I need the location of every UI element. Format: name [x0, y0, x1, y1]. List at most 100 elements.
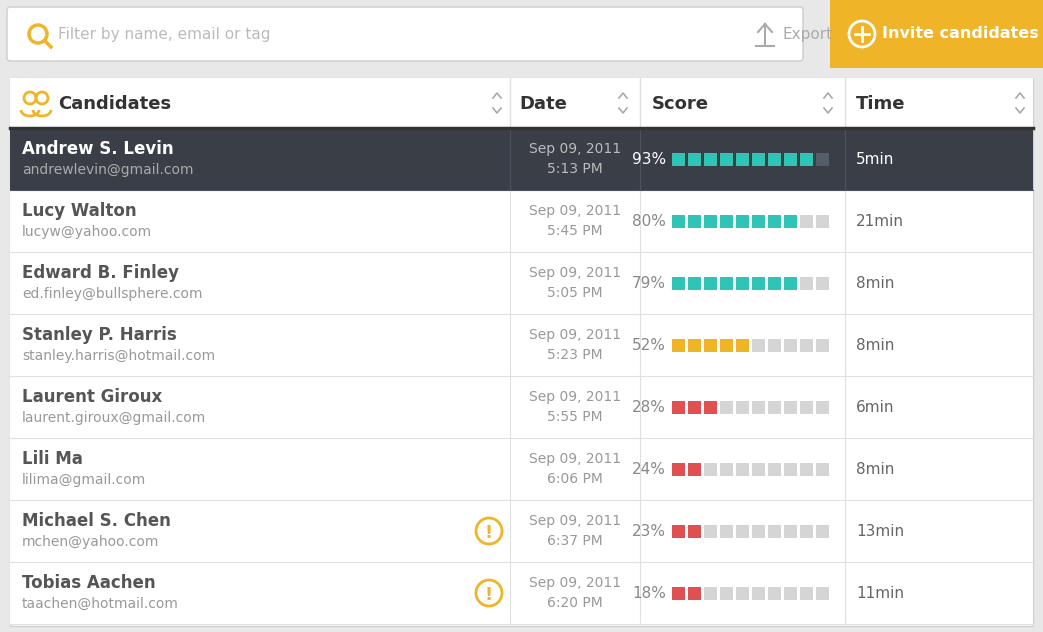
Bar: [800, 339, 812, 351]
Bar: [720, 586, 733, 600]
Text: 93%: 93%: [632, 152, 666, 166]
Bar: [688, 277, 701, 289]
Bar: [736, 525, 749, 537]
Text: Time: Time: [856, 95, 905, 113]
Text: Candidates: Candidates: [58, 95, 171, 113]
Text: Sep 09, 2011
5:55 PM: Sep 09, 2011 5:55 PM: [529, 390, 621, 424]
Bar: [768, 152, 781, 166]
Text: lilima@gmail.com: lilima@gmail.com: [22, 473, 146, 487]
Bar: [704, 463, 717, 475]
Bar: [10, 78, 1033, 626]
Bar: [688, 214, 701, 228]
Bar: [800, 277, 812, 289]
Bar: [752, 463, 765, 475]
Text: Lili Ma: Lili Ma: [22, 450, 82, 468]
Bar: [688, 463, 701, 475]
Bar: [736, 463, 749, 475]
Bar: [768, 525, 781, 537]
Text: Sep 09, 2011
6:37 PM: Sep 09, 2011 6:37 PM: [529, 514, 621, 549]
Text: 21min: 21min: [856, 214, 904, 229]
Text: 11min: 11min: [856, 585, 904, 600]
Bar: [800, 586, 812, 600]
Bar: [10, 376, 1033, 438]
Text: 6min: 6min: [856, 399, 895, 415]
Bar: [672, 463, 685, 475]
Text: 8min: 8min: [856, 337, 895, 353]
Bar: [800, 214, 812, 228]
Bar: [10, 500, 1033, 562]
Bar: [816, 277, 829, 289]
Bar: [752, 277, 765, 289]
Bar: [672, 277, 685, 289]
Bar: [784, 586, 797, 600]
Bar: [752, 339, 765, 351]
Bar: [816, 152, 829, 166]
Bar: [800, 401, 812, 413]
Text: Score: Score: [652, 95, 709, 113]
Bar: [704, 339, 717, 351]
Text: Sep 09, 2011
6:20 PM: Sep 09, 2011 6:20 PM: [529, 576, 621, 611]
Text: 79%: 79%: [632, 276, 666, 291]
Bar: [784, 339, 797, 351]
Bar: [672, 586, 685, 600]
Bar: [672, 339, 685, 351]
Bar: [816, 401, 829, 413]
Text: Sep 09, 2011
5:05 PM: Sep 09, 2011 5:05 PM: [529, 265, 621, 300]
Bar: [720, 214, 733, 228]
Bar: [0, 0, 1043, 68]
Bar: [736, 277, 749, 289]
Text: 8min: 8min: [856, 276, 895, 291]
Bar: [720, 277, 733, 289]
Bar: [704, 525, 717, 537]
Bar: [704, 214, 717, 228]
Bar: [672, 525, 685, 537]
Text: Invite candidates: Invite candidates: [882, 27, 1039, 42]
Bar: [10, 438, 1033, 500]
Bar: [768, 339, 781, 351]
Text: Date: Date: [519, 95, 567, 113]
Text: mchen@yahoo.com: mchen@yahoo.com: [22, 535, 160, 549]
Text: 23%: 23%: [632, 523, 666, 538]
Text: 8min: 8min: [856, 461, 895, 477]
Text: Edward B. Finley: Edward B. Finley: [22, 264, 179, 282]
Text: 13min: 13min: [856, 523, 904, 538]
Bar: [688, 401, 701, 413]
Text: Michael S. Chen: Michael S. Chen: [22, 512, 171, 530]
Bar: [784, 152, 797, 166]
Text: Sep 09, 2011
5:23 PM: Sep 09, 2011 5:23 PM: [529, 328, 621, 362]
Text: Filter by name, email or tag: Filter by name, email or tag: [58, 27, 270, 42]
Text: taachen@hotmail.com: taachen@hotmail.com: [22, 597, 179, 611]
Bar: [672, 152, 685, 166]
Bar: [720, 525, 733, 537]
Text: Sep 09, 2011
5:45 PM: Sep 09, 2011 5:45 PM: [529, 204, 621, 238]
Bar: [768, 277, 781, 289]
Bar: [10, 190, 1033, 252]
Bar: [10, 252, 1033, 314]
Bar: [768, 586, 781, 600]
Bar: [752, 401, 765, 413]
Text: Sep 09, 2011
5:13 PM: Sep 09, 2011 5:13 PM: [529, 142, 621, 176]
Text: laurent.giroux@gmail.com: laurent.giroux@gmail.com: [22, 411, 207, 425]
Bar: [720, 339, 733, 351]
Text: !: !: [485, 586, 493, 604]
Bar: [816, 339, 829, 351]
Text: 24%: 24%: [632, 461, 666, 477]
Bar: [704, 401, 717, 413]
Bar: [768, 401, 781, 413]
Text: 28%: 28%: [632, 399, 666, 415]
Bar: [816, 525, 829, 537]
Bar: [688, 152, 701, 166]
Bar: [736, 339, 749, 351]
Bar: [704, 277, 717, 289]
Text: 5min: 5min: [856, 152, 895, 166]
Bar: [672, 214, 685, 228]
Bar: [768, 214, 781, 228]
Text: Export: Export: [782, 27, 832, 42]
Text: Lucy Walton: Lucy Walton: [22, 202, 137, 220]
Bar: [688, 586, 701, 600]
Bar: [768, 463, 781, 475]
Bar: [720, 152, 733, 166]
Bar: [784, 277, 797, 289]
Text: stanley.harris@hotmail.com: stanley.harris@hotmail.com: [22, 349, 215, 363]
Bar: [720, 463, 733, 475]
